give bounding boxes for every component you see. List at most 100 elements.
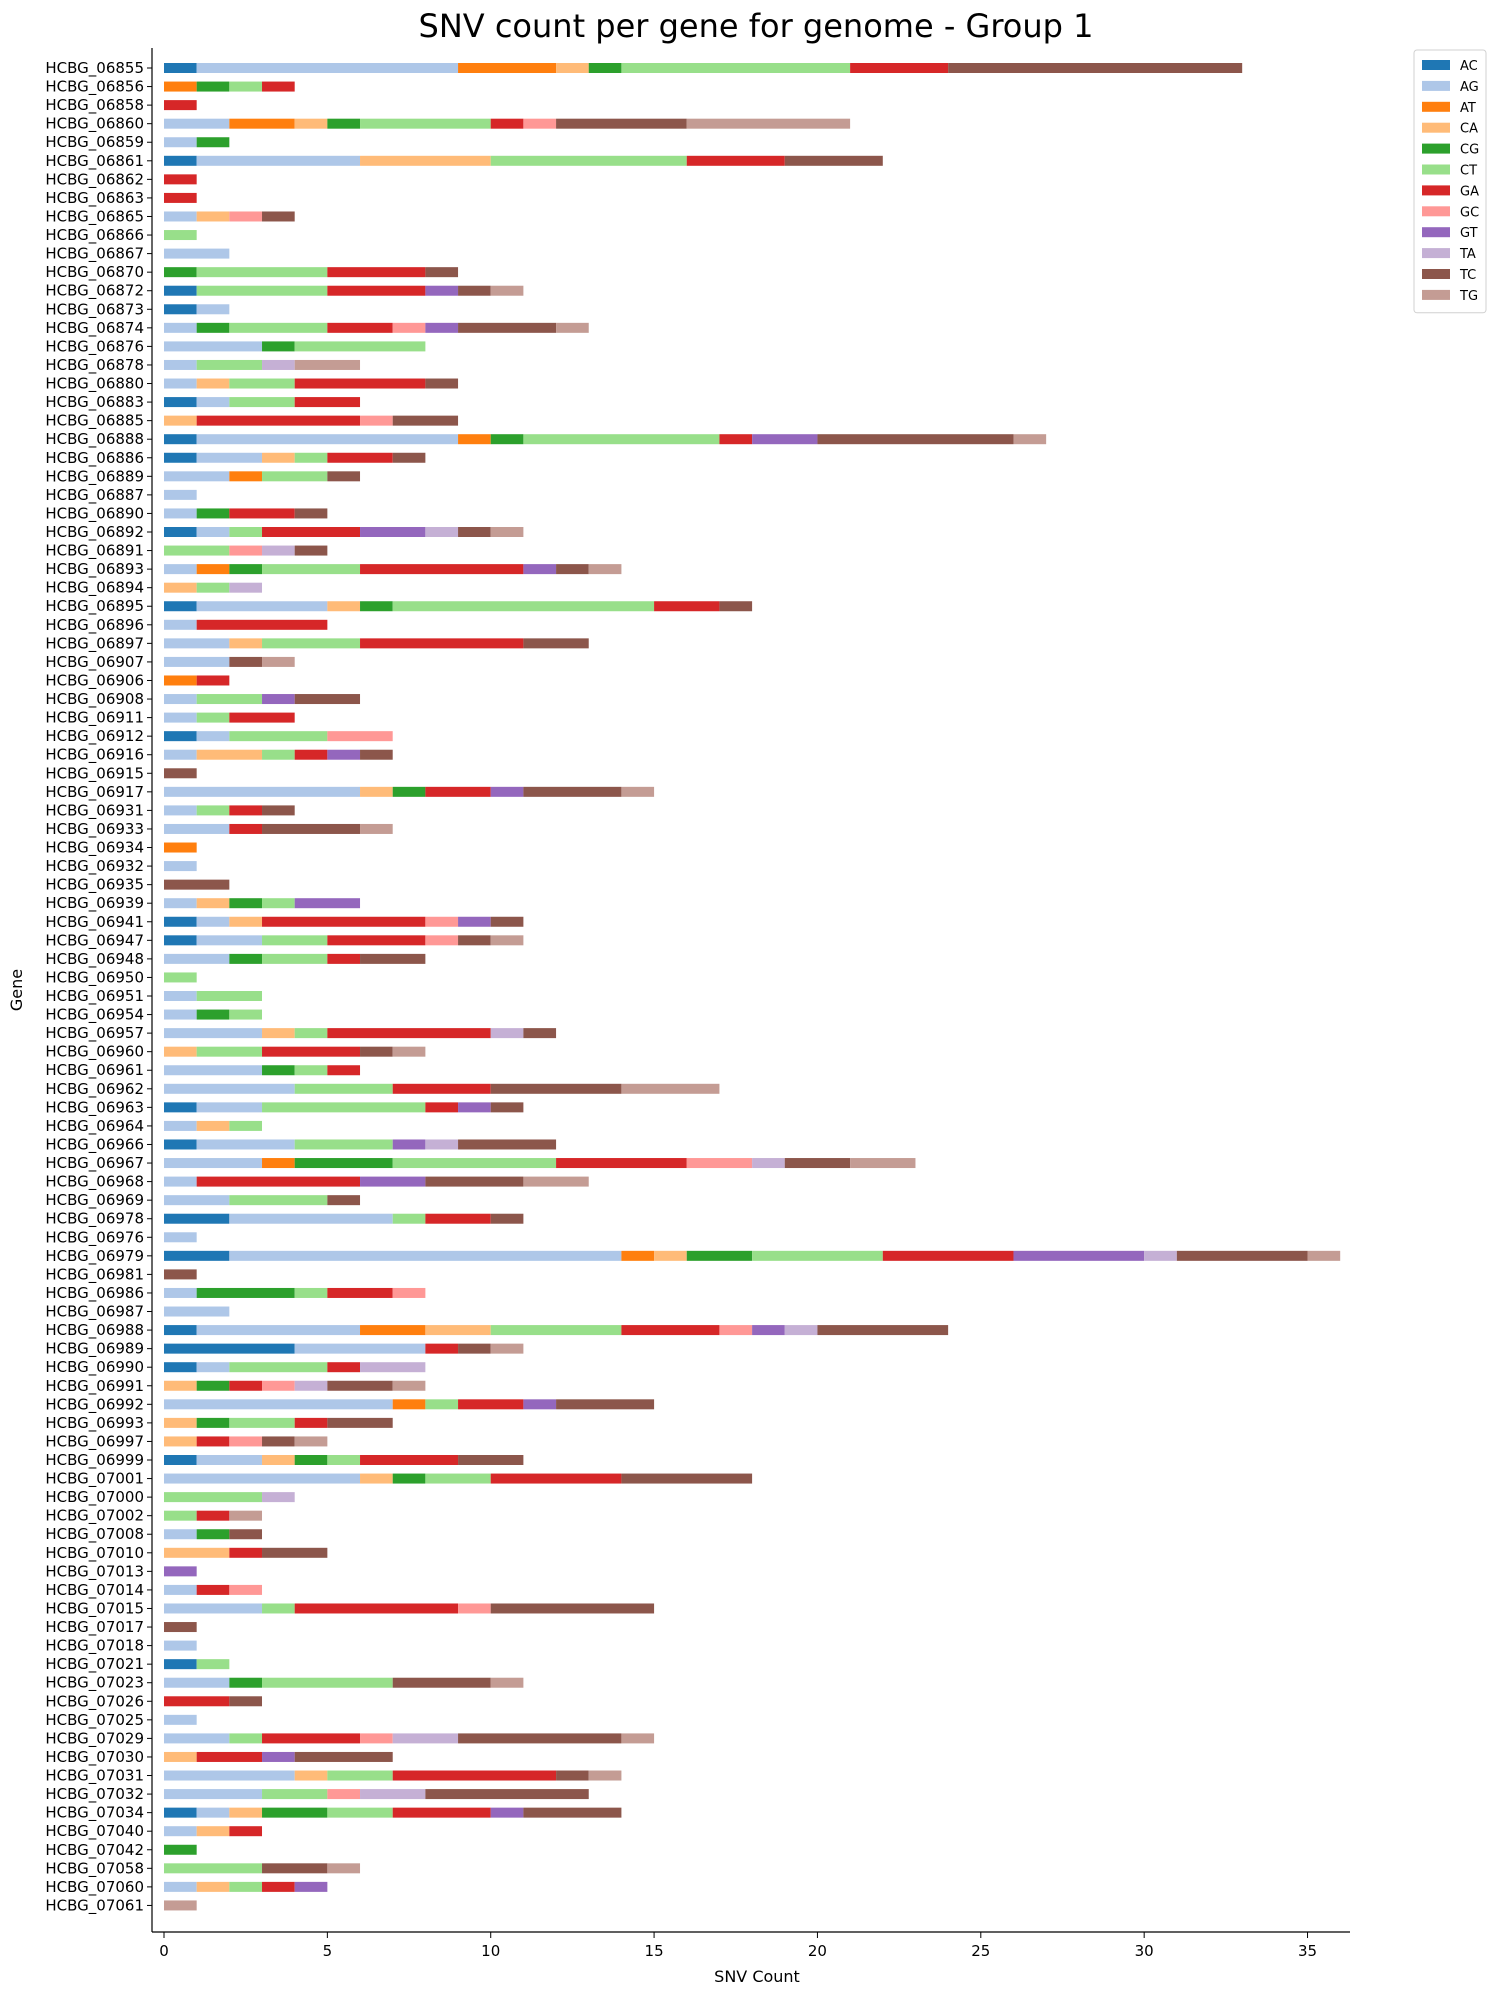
bar-segment-hcbg-06947-ct [262,935,328,946]
gene-label: HCBG_06911 [45,709,144,728]
bar-segment-hcbg-06888-ac [164,434,197,445]
gene-label: HCBG_06873 [45,300,144,319]
bar-segment-hcbg-06979-cg [686,1250,753,1261]
bar-segment-hcbg-07015-gc [458,1603,491,1614]
legend-swatch-gc [1422,206,1450,217]
gene-label: HCBG_06992 [45,1395,144,1414]
bar-segment-hcbg-06861-ct [490,155,687,166]
bar-segment-hcbg-07026-tc [229,1696,263,1707]
legend-swatch-tg [1422,289,1450,300]
bar-segment-hcbg-06895-ac [164,601,197,612]
bar-segment-hcbg-07029-tc [458,1733,622,1744]
bar-segment-hcbg-06961-cg [262,1065,295,1076]
bar-segment-hcbg-06966-ac [164,1139,197,1150]
gene-label: HCBG_06957 [45,1024,144,1043]
gene-label: HCBG_07015 [45,1599,144,1618]
gene-label: HCBG_06891 [45,542,144,561]
bar-segment-hcbg-06888-ga [719,434,753,445]
bar-segment-hcbg-06892-ac [164,527,197,537]
bar-segment-hcbg-06892-tc [458,527,491,537]
bar-segment-hcbg-06986-ga [327,1287,393,1298]
gene-label: HCBG_06991 [45,1377,144,1396]
x-tick-label: 15 [645,1942,664,1960]
bar-segment-hcbg-06895-ca [327,601,361,612]
bar-segment-hcbg-06933-tc [262,823,361,834]
bar-segment-hcbg-06896-ga [196,619,328,630]
x-tick-label: 35 [1298,1942,1317,1960]
bar-segment-hcbg-06968-tc [425,1176,524,1187]
bar-segment-hcbg-06873-ac [164,304,197,315]
bar-segment-hcbg-06954-ct [229,1009,263,1020]
gene-label: HCBG_06961 [45,1061,144,1080]
bar-segment-hcbg-06880-ct [229,378,295,389]
bar-segment-hcbg-06874-tg [556,322,589,333]
bar-segment-hcbg-06992-ag [164,1399,393,1410]
bar-segment-hcbg-06947-gc [425,935,459,946]
bar-segment-hcbg-06993-ca [164,1417,197,1428]
bar-segment-hcbg-06962-ga [392,1083,491,1094]
bar-segment-hcbg-06883-ga [294,397,361,408]
bar-segment-hcbg-06960-ct [196,1046,263,1057]
legend-label-ca: CA [1460,122,1478,137]
bar-segment-hcbg-06957-ct [294,1028,328,1039]
legend-swatch-ct [1422,164,1450,175]
bar-segment-hcbg-06947-ac [164,935,197,946]
bar-segment-hcbg-06860-ag [164,118,230,129]
bar-segment-hcbg-06968-ga [196,1176,361,1187]
bar-segment-hcbg-06991-gc [262,1380,295,1391]
bar-segment-hcbg-06908-ct [196,694,263,705]
bar-segment-hcbg-06957-ag [164,1028,263,1039]
bar-segment-hcbg-07058-ct [164,1863,263,1874]
bar-segment-hcbg-06988-gt [752,1325,785,1336]
gene-label: HCBG_06863 [45,189,144,208]
bar-segment-hcbg-06860-tg [686,118,851,129]
bar-segment-hcbg-07029-ga [262,1733,361,1744]
bar-segment-hcbg-06892-ct [229,527,263,537]
gene-label: HCBG_06866 [45,226,144,245]
legend-swatch-ca [1422,122,1450,133]
bar-segment-hcbg-06978-ac [164,1213,230,1224]
bar-segment-hcbg-06856-ga [262,81,295,92]
x-tick-label: 25 [971,1942,990,1960]
bar-segment-hcbg-06872-ac [164,285,197,296]
bar-segment-hcbg-06861-ag [196,155,361,166]
bar-segment-hcbg-06861-tc [784,155,883,166]
bar-segment-hcbg-06993-ga [294,1417,328,1428]
bar-segment-hcbg-06906-ga [196,675,230,686]
gene-label: HCBG_07023 [45,1674,144,1693]
bar-segment-hcbg-06948-cg [229,953,263,964]
bar-segment-hcbg-07021-ct [196,1659,230,1670]
gene-label: HCBG_07018 [45,1637,144,1656]
bar-segment-hcbg-06883-ac [164,397,197,408]
bar-segment-hcbg-06997-tg [294,1436,328,1447]
chart-title: SNV count per gene for genome - Group 1 [419,7,1094,45]
gene-label: HCBG_06939 [45,894,144,913]
bar-segment-hcbg-07023-tg [490,1677,524,1688]
bar-segment-hcbg-06889-ct [262,471,328,482]
bar-segment-hcbg-06990-ta [360,1362,426,1373]
gene-label: HCBG_06858 [45,96,144,115]
bar-segment-hcbg-06892-ag [196,527,230,537]
bar-segment-hcbg-06911-ga [229,712,295,723]
bar-segment-hcbg-07060-ct [229,1881,263,1892]
bar-segment-hcbg-06916-ct [262,749,295,760]
bar-segment-hcbg-06885-ga [196,415,361,426]
gene-label: HCBG_07060 [45,1878,144,1897]
bar-segment-hcbg-07031-ag [164,1770,295,1781]
bar-segment-hcbg-06968-tg [523,1176,589,1187]
x-tick-label: 10 [481,1942,500,1960]
bar-segment-hcbg-06961-ga [327,1065,361,1076]
bar-segment-hcbg-06941-ca [229,916,263,927]
bar-segment-hcbg-06939-gt [294,898,361,909]
bar-segment-hcbg-06961-ct [294,1065,328,1076]
bar-segment-hcbg-06950-ct [164,972,197,983]
gene-label: HCBG_06990 [45,1358,144,1377]
gene-label: HCBG_06865 [45,207,144,226]
bar-segment-hcbg-07010-ga [229,1547,263,1558]
bar-segment-hcbg-07040-ga [229,1826,263,1837]
bar-segment-hcbg-06967-tg [850,1158,916,1169]
bar-segment-hcbg-07030-tc [294,1751,393,1762]
bar-segment-hcbg-06886-ag [196,452,263,463]
legend-label-cg: CG [1460,143,1479,158]
bar-segment-hcbg-06993-ct [229,1417,295,1428]
